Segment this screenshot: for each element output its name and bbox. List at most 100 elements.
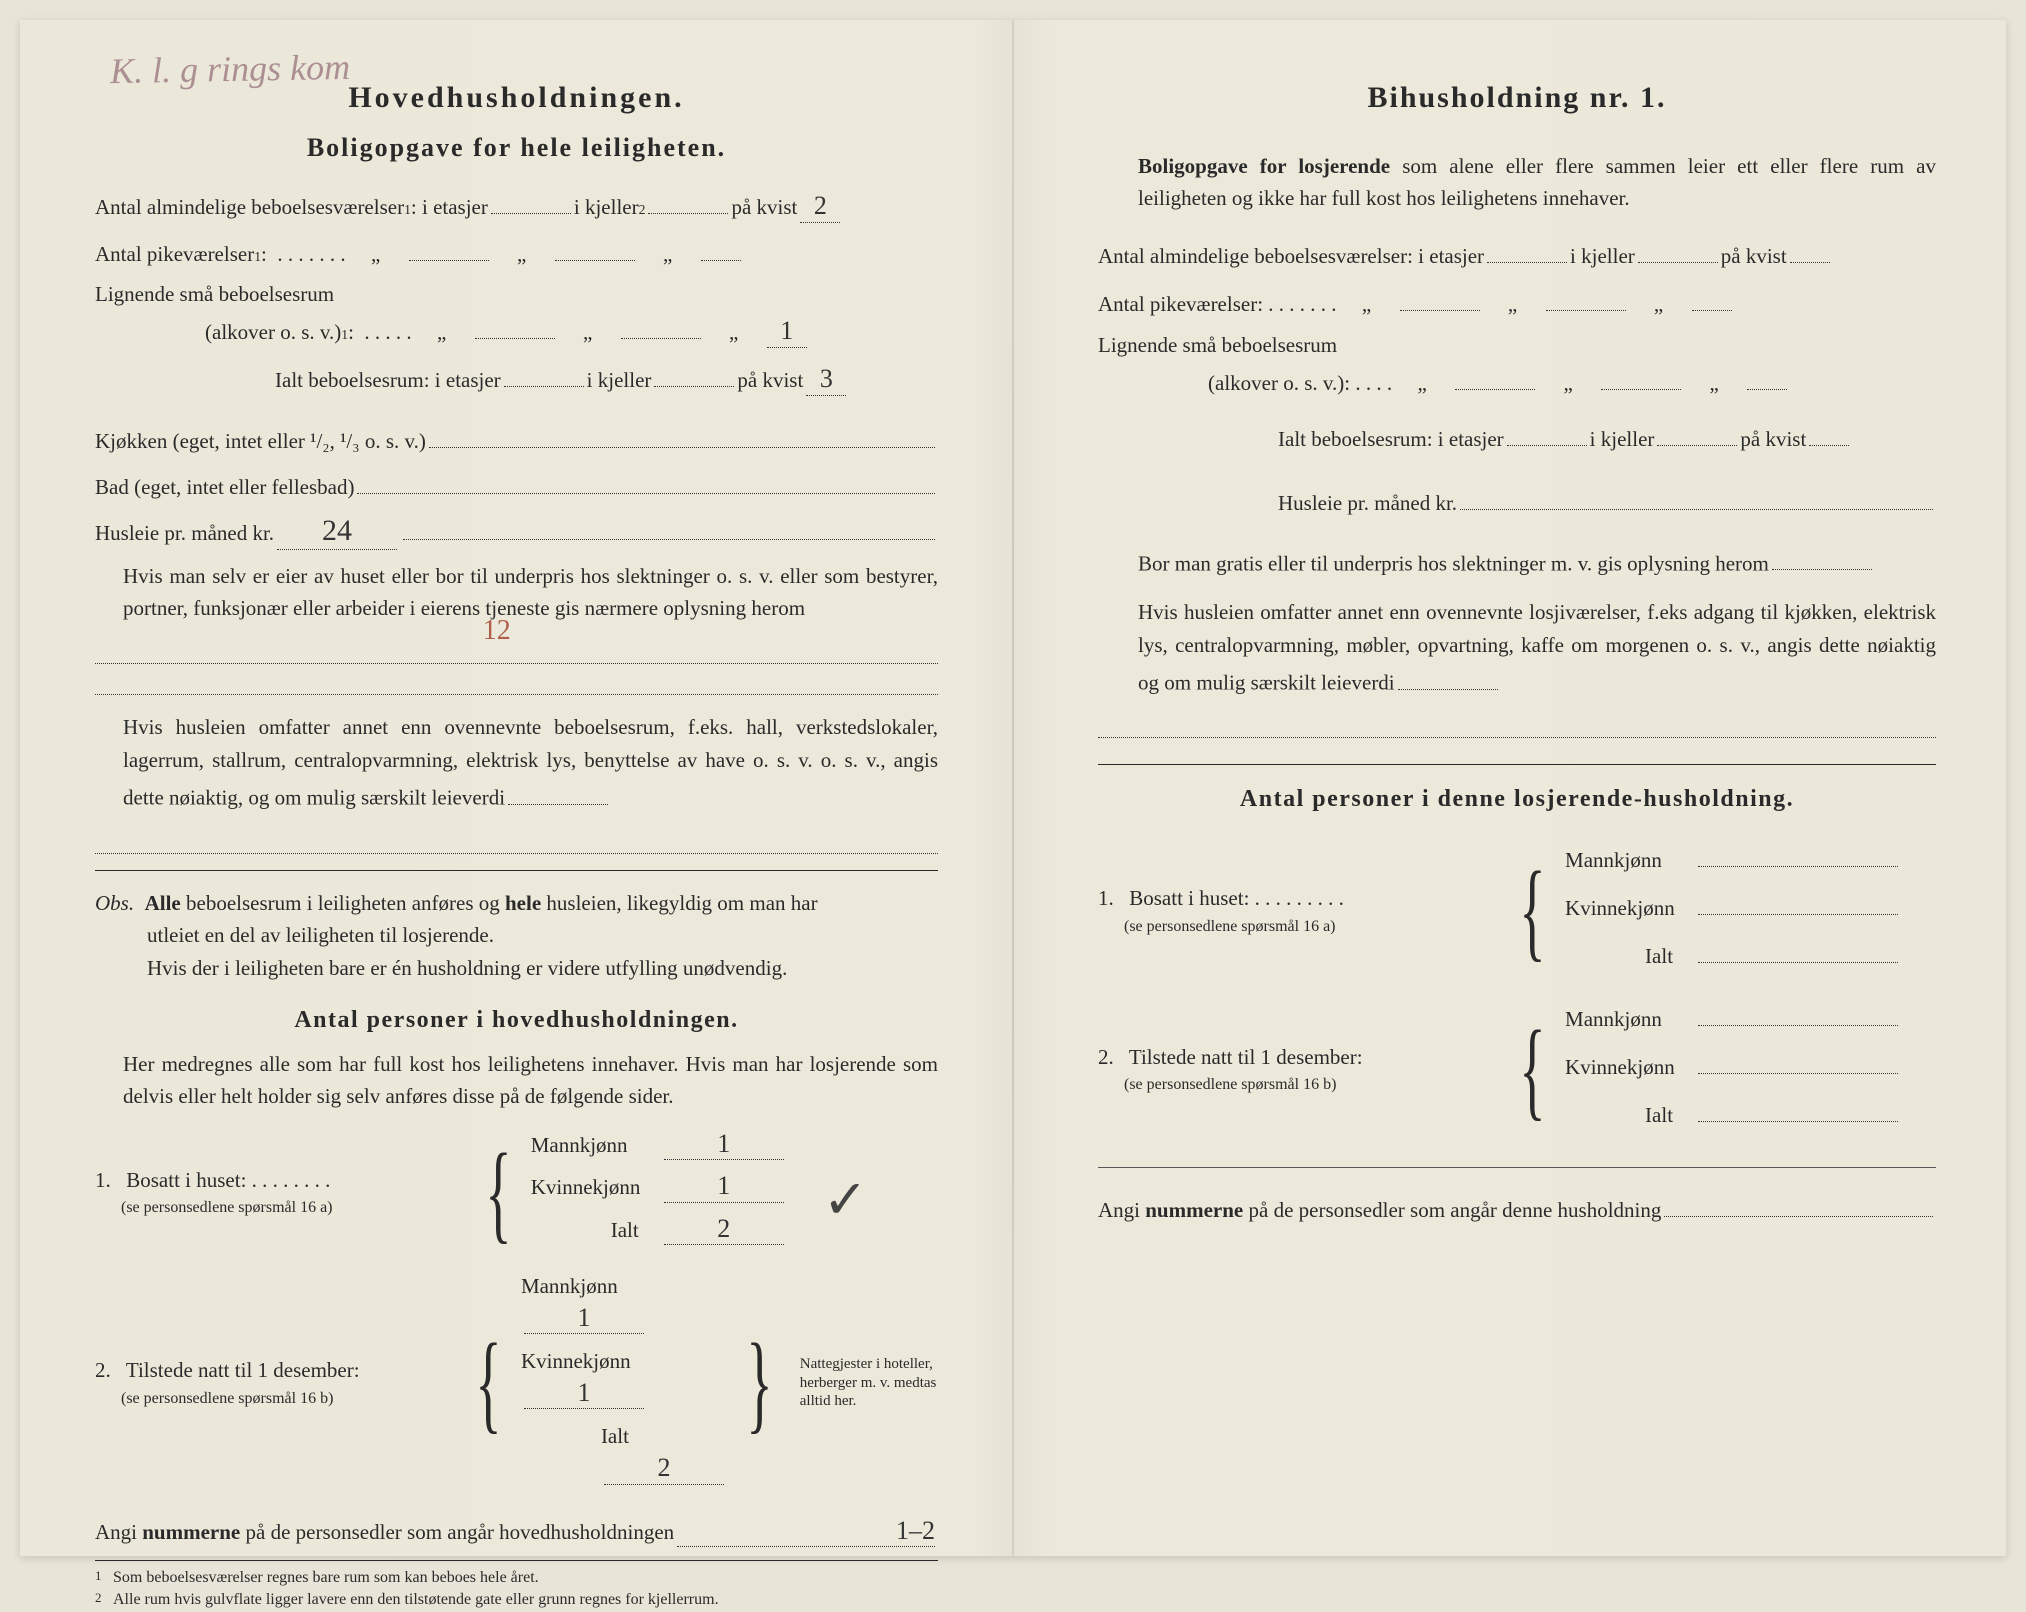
ditto: „ xyxy=(1392,367,1452,400)
r-label-kjeller: i kjeller xyxy=(1570,240,1635,273)
r-row-angi: Angi nummerne på de personsedler som ang… xyxy=(1098,1188,1936,1226)
label-ialt: Ialt beboelsesrum: i etasjer xyxy=(275,364,501,397)
footnote-2: 2Alle rum hvis gulvflate ligger lavere e… xyxy=(95,1589,938,1611)
blank xyxy=(1698,997,1898,1026)
document-page: K. l. g rings kom Hovedhusholdningen. Bo… xyxy=(20,20,2006,1556)
r-row-pikevaerelser: Antal pikeværelser: . . . . . . . „ „ „ xyxy=(1098,283,1936,321)
r-text-gratis: Bor man gratis eller til underpris hos s… xyxy=(1138,551,1769,575)
row-alkover: (alkover o. s. v.)1: . . . . . „ „ „1 xyxy=(95,311,938,349)
fn1-text: Som beboelsesværelser regnes bare rum so… xyxy=(113,1569,539,1586)
r-q2-sub: (se personsedlene spørsmål 16 b) xyxy=(1098,1073,1500,1098)
label-almindelige: Antal almindelige beboelsesværelser xyxy=(95,191,404,224)
checkmark-icon: ✓ xyxy=(823,1159,868,1243)
blank xyxy=(1698,887,1898,916)
value-husleie: 24 xyxy=(277,517,397,550)
r-q1-gender: Mannkjønn Kvinnekjønn Ialt xyxy=(1565,839,1936,983)
r-row-husleie: Husleie pr. måned kr. xyxy=(1098,482,1936,520)
r-label-pike: Antal pikeværelser: xyxy=(1098,288,1263,321)
label-ialt: Ialt xyxy=(601,1420,651,1453)
footnote-1: 1Som beboelsesværelser regnes bare rum s… xyxy=(95,1567,938,1589)
section-antal-title: Antal personer i hovedhusholdningen. xyxy=(95,1002,938,1039)
q1-ialt-value: 2 xyxy=(664,1217,784,1246)
value-ialt-kvist: 3 xyxy=(806,367,846,396)
row-kjokken: Kjøkken (eget, intet eller ¹/₂, ¹/₃ o. s… xyxy=(95,419,938,457)
obs-text1c: utleiet en del av leiligheten til losjer… xyxy=(95,919,938,952)
q1-sub: (se personsedlene spørsmål 16 a) xyxy=(95,1196,466,1221)
blank-line xyxy=(95,670,938,695)
ditto: „ xyxy=(492,238,552,271)
label-alkover: (alkover o. s. v.) xyxy=(205,316,341,349)
q1-kvinne-value: 1 xyxy=(664,1174,784,1203)
side-note: Nattegjester i hoteller, herberger m. v.… xyxy=(792,1355,938,1411)
label-pikevaerelser: Antal pikeværelser xyxy=(95,238,254,271)
ditto: „ xyxy=(1337,288,1397,321)
r-label-husleie: Husleie pr. måned kr. xyxy=(1278,487,1457,520)
label-kjeller2: i kjeller xyxy=(587,364,652,397)
intro-para: Boligopgave for losjerende som alene ell… xyxy=(1098,150,1936,215)
q2-sub: (se personsedlene spørsmål 16 b) xyxy=(95,1387,456,1412)
text-hvis-eier: Hvis man selv er eier av huset eller bor… xyxy=(123,564,938,621)
obs-text1b: husleien, likegyldig om man har xyxy=(546,891,817,915)
r-q1-title: Bosatt i huset: xyxy=(1129,886,1249,910)
r-q2-block: 2. Tilstede natt til 1 desember: (se per… xyxy=(1098,997,1936,1141)
r-row-alkover: (alkover o. s. v.): . . . . „ „ „ xyxy=(1098,361,1936,399)
left-column: Hovedhusholdningen. Boligopgave for hele… xyxy=(20,20,1013,1556)
q2-block: 2. Tilstede natt til 1 desember: (se per… xyxy=(95,1270,938,1495)
value-alkover-kvist: 1 xyxy=(767,319,807,348)
r-row-lignende: Lignende små beboelsesrum xyxy=(1098,329,1936,362)
ditto: „ xyxy=(558,316,618,349)
blank xyxy=(1698,1093,1898,1122)
row-husleie: Husleie pr. måned kr.24 xyxy=(95,511,938,550)
obs-alle: Alle xyxy=(145,891,181,915)
label-kvist2: på kvist xyxy=(737,364,803,397)
r-para-husleien: Hvis husleien omfatter annet enn ovennev… xyxy=(1098,596,1936,699)
label-lignende: Lignende små beboelsesrum xyxy=(95,282,334,306)
blank xyxy=(1638,235,1718,264)
r-label-angi: Angi nummerne på de personsedler som ang… xyxy=(1098,1194,1661,1227)
blank xyxy=(555,232,635,261)
para-hvis-eier: Hvis man selv er eier av huset eller bor… xyxy=(95,560,938,625)
q1-title: Bosatt i huset: xyxy=(126,1168,246,1192)
divider xyxy=(1098,764,1936,765)
obs-text2: Hvis der i leiligheten bare er én hushol… xyxy=(95,952,938,985)
q1-block: 1. Bosatt i huset: . . . . . . . . (se p… xyxy=(95,1129,938,1257)
blank xyxy=(1698,1045,1898,1074)
r-q1-block: 1. Bosatt i huset: . . . . . . . . . (se… xyxy=(1098,839,1936,983)
value-kvist-1: 2 xyxy=(800,194,840,223)
r-row-ialt: Ialt beboelsesrum: i etasjer i kjeller p… xyxy=(1098,418,1936,456)
r-label-almindelige: Antal almindelige beboelsesværelser: i e… xyxy=(1098,240,1484,273)
label-ialt: Ialt xyxy=(611,1214,661,1247)
r-label-lignende: Lignende små beboelsesrum xyxy=(1098,333,1337,357)
thin-divider xyxy=(1098,1167,1936,1168)
blank xyxy=(1460,482,1933,511)
obs-block: Obs. Alle beboelsesrum i leiligheten anf… xyxy=(95,887,938,985)
divider xyxy=(95,870,938,871)
r-section-title: Antal personer i denne losjerende-hushol… xyxy=(1098,781,1936,818)
r-q1-left: 1. Bosatt i huset: . . . . . . . . . (se… xyxy=(1098,882,1500,939)
r-q2-gender: Mannkjønn Kvinnekjønn Ialt xyxy=(1565,997,1936,1141)
intro-bold: Boligopgave for losjerende xyxy=(1138,154,1390,178)
ditto: „ xyxy=(1629,288,1689,321)
r-label-kvist2: på kvist xyxy=(1740,423,1806,456)
r-q1-num: 1. xyxy=(1098,882,1124,915)
blank xyxy=(1507,418,1587,447)
blank xyxy=(1772,542,1872,571)
ditto: „ xyxy=(638,238,698,271)
label-kjokken: Kjøkken (eget, intet eller ¹/₂, ¹/₃ o. s… xyxy=(95,425,426,458)
section-antal-sub: Her medregnes alle som har full kost hos… xyxy=(95,1048,938,1113)
label-kvinne: Kvinnekjønn xyxy=(521,1345,651,1378)
row-almindelige: Antal almindelige beboelsesværelser1 : i… xyxy=(95,186,938,224)
sup1c: 1 xyxy=(341,324,348,345)
brace-icon: { xyxy=(472,1333,504,1432)
ditto: „ xyxy=(412,316,472,349)
blank xyxy=(409,232,489,261)
label-etasjer: : i etasjer xyxy=(411,191,488,224)
blank xyxy=(403,511,935,540)
label-mann: Mannkjønn xyxy=(521,1270,651,1303)
label-kjeller: i kjeller xyxy=(574,191,639,224)
q2-mann-value: 1 xyxy=(524,1306,644,1335)
blank xyxy=(1698,839,1898,868)
r-q2-left: 2. Tilstede natt til 1 desember: (se per… xyxy=(1098,1041,1500,1098)
q1-num: 1. xyxy=(95,1164,121,1197)
q2-kvinne-value: 1 xyxy=(524,1381,644,1410)
